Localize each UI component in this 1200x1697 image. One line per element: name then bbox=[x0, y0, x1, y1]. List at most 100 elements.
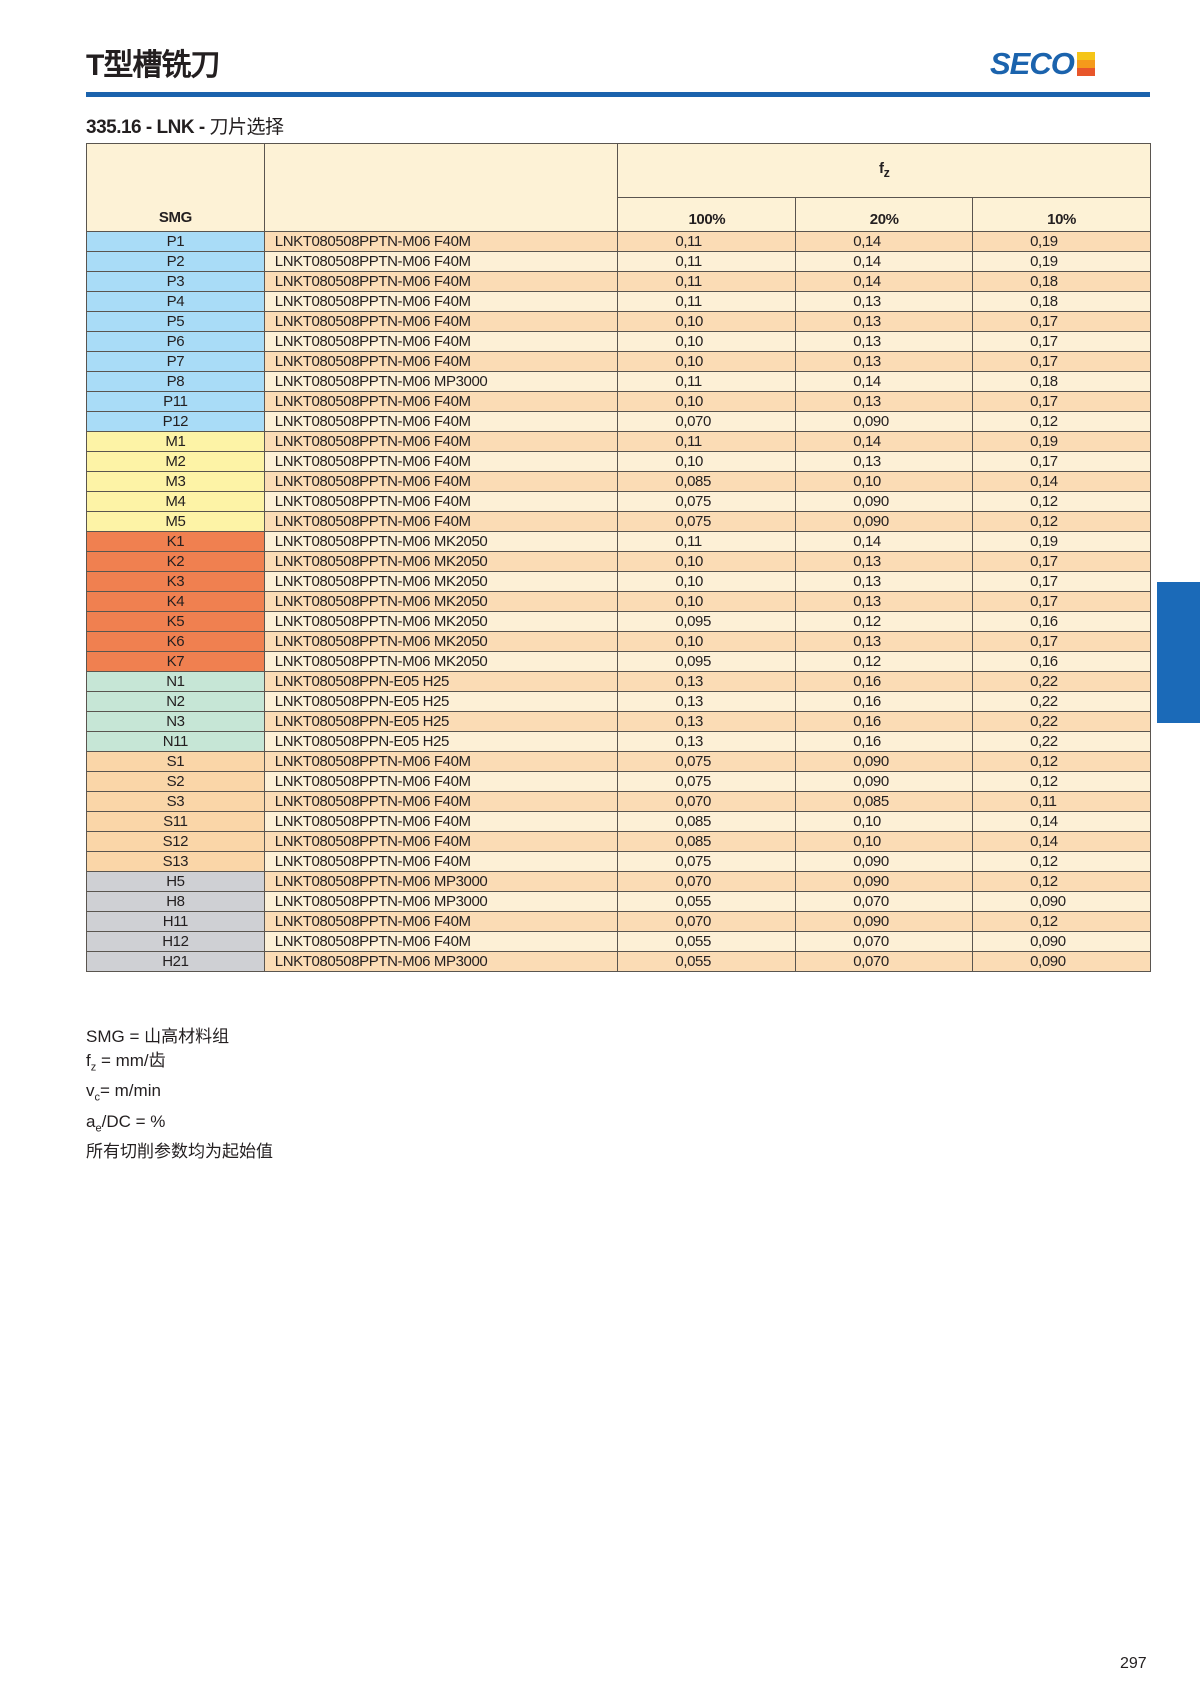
fz-10-cell: 0,22 bbox=[972, 711, 1151, 732]
table-row: N11 LNKT080508PPN-E05 H25 0,13 0,16 0,22 bbox=[86, 731, 1151, 752]
insert-cell: LNKT080508PPTN-M06 MP3000 bbox=[263, 951, 619, 972]
insert-cell: LNKT080508PPTN-M06 F40M bbox=[263, 351, 619, 372]
table-row: K7 LNKT080508PPTN-M06 MK2050 0,095 0,12 0,16 bbox=[86, 651, 1151, 672]
table-row: M4 LNKT080508PPTN-M06 F40M 0,075 0,090 0,12 bbox=[86, 491, 1151, 512]
vc-sub: c bbox=[94, 1091, 101, 1104]
smg-cell: P1 bbox=[86, 231, 265, 252]
fz-20-cell: 0,090 bbox=[795, 911, 974, 932]
fz-10-cell: 0,17 bbox=[972, 451, 1151, 472]
insert-cell: LNKT080508PPTN-M06 F40M bbox=[263, 831, 619, 852]
fz-100-cell: 0,075 bbox=[617, 491, 797, 512]
fz-100-cell: 0,055 bbox=[617, 931, 797, 952]
vc-def: = m/min bbox=[100, 1081, 161, 1101]
fz-20-cell: 0,14 bbox=[795, 251, 974, 272]
fz-100-cell: 0,10 bbox=[617, 631, 797, 652]
smg-cell: S3 bbox=[86, 791, 265, 812]
table-row: H11 LNKT080508PPTN-M06 F40M 0,070 0,090 0,12 bbox=[86, 911, 1151, 932]
insert-cell: LNKT080508PPTN-M06 MP3000 bbox=[263, 891, 619, 912]
fz-100-cell: 0,10 bbox=[617, 571, 797, 592]
insert-cell: LNKT080508PPTN-M06 F40M bbox=[263, 751, 619, 772]
fz-20-cell: 0,090 bbox=[795, 411, 974, 432]
table-row: P5 LNKT080508PPTN-M06 F40M 0,10 0,13 0,17 bbox=[86, 311, 1151, 332]
fz-20-cell: 0,12 bbox=[795, 611, 974, 632]
table-row: M3 LNKT080508PPTN-M06 F40M 0,085 0,10 0,14 bbox=[86, 471, 1151, 492]
fz-20-cell: 0,070 bbox=[795, 931, 974, 952]
table-row: M2 LNKT080508PPTN-M06 F40M 0,10 0,13 0,17 bbox=[86, 451, 1151, 472]
insert-cell: LNKT080508PPTN-M06 F40M bbox=[263, 791, 619, 812]
smg-cell: N3 bbox=[86, 711, 265, 732]
fz-10-cell: 0,22 bbox=[972, 731, 1151, 752]
smg-cell: N1 bbox=[86, 671, 265, 692]
smg-cell: H5 bbox=[86, 871, 265, 892]
fz-10-cell: 0,17 bbox=[972, 331, 1151, 352]
insert-selection-table: SMG fz 100% 20% 10% P1 LNKT080508PPTN-M06… bbox=[86, 143, 1151, 972]
table-row: S1 LNKT080508PPTN-M06 F40M 0,075 0,090 0,12 bbox=[86, 751, 1151, 772]
fz-100-cell: 0,10 bbox=[617, 591, 797, 612]
table-row: K1 LNKT080508PPTN-M06 MK2050 0,11 0,14 0,19 bbox=[86, 531, 1151, 552]
section-code: 335.16 - LNK - bbox=[86, 117, 210, 138]
table-row: H21 LNKT080508PPTN-M06 MP3000 0,055 0,070 0,… bbox=[86, 951, 1151, 972]
fz-sym: f bbox=[86, 1051, 91, 1070]
insert-cell: LNKT080508PPTN-M06 F40M bbox=[263, 411, 619, 432]
fz-10-cell: 0,14 bbox=[972, 811, 1151, 832]
legend-notes: SMG = 山高材料组 fz = mm/齿 vc= m/min ae/DC = … bbox=[86, 1025, 273, 1164]
fz-100-cell: 0,13 bbox=[617, 671, 797, 692]
smg-cell: P3 bbox=[86, 271, 265, 292]
smg-cell: K5 bbox=[86, 611, 265, 632]
fz-100-cell: 0,075 bbox=[617, 851, 797, 872]
insert-cell: LNKT080508PPTN-M06 MK2050 bbox=[263, 591, 619, 612]
insert-cell: LNKT080508PPTN-M06 MP3000 bbox=[263, 871, 619, 892]
table-row: K4 LNKT080508PPTN-M06 MK2050 0,10 0,13 0,17 bbox=[86, 591, 1151, 612]
smg-cell: K6 bbox=[86, 631, 265, 652]
table-row: P12 LNKT080508PPTN-M06 F40M 0,070 0,090 0,12 bbox=[86, 411, 1151, 432]
fz-100-cell: 0,075 bbox=[617, 511, 797, 532]
fz-20-cell: 0,16 bbox=[795, 671, 974, 692]
fz-10-cell: 0,12 bbox=[972, 491, 1151, 512]
fz-20-cell: 0,085 bbox=[795, 791, 974, 812]
fz-20-cell: 0,13 bbox=[795, 391, 974, 412]
smg-cell: P5 bbox=[86, 311, 265, 332]
table-row: S13 LNKT080508PPTN-M06 F40M 0,075 0,090 0,12 bbox=[86, 851, 1151, 872]
smg-cell: H8 bbox=[86, 891, 265, 912]
fz-20-cell: 0,090 bbox=[795, 771, 974, 792]
fz-20-cell: 0,13 bbox=[795, 331, 974, 352]
table-row: P7 LNKT080508PPTN-M06 F40M 0,10 0,13 0,17 bbox=[86, 351, 1151, 372]
fz-10-cell: 0,14 bbox=[972, 831, 1151, 852]
fz-10-cell: 0,12 bbox=[972, 871, 1151, 892]
table-row: S3 LNKT080508PPTN-M06 F40M 0,070 0,085 0,11 bbox=[86, 791, 1151, 812]
insert-cell: LNKT080508PPTN-M06 MK2050 bbox=[263, 611, 619, 632]
fz-10-cell: 0,12 bbox=[972, 511, 1151, 532]
header-100: 100% bbox=[617, 197, 797, 232]
insert-cell: LNKT080508PPTN-M06 F40M bbox=[263, 311, 619, 332]
page-number: 297 bbox=[1120, 1655, 1147, 1672]
fz-20-cell: 0,13 bbox=[795, 571, 974, 592]
insert-cell: LNKT080508PPTN-M06 F40M bbox=[263, 431, 619, 452]
fz-100-cell: 0,055 bbox=[617, 951, 797, 972]
vc-sym: v bbox=[86, 1081, 95, 1101]
ae-sym: a bbox=[86, 1111, 96, 1131]
note-vc: vc= m/min bbox=[86, 1079, 273, 1109]
smg-cell: P11 bbox=[86, 391, 265, 412]
fz-100-cell: 0,085 bbox=[617, 471, 797, 492]
smg-cell: K4 bbox=[86, 591, 265, 612]
section-title: 335.16 - LNK - 刀片选择 bbox=[86, 112, 284, 139]
table-row: S12 LNKT080508PPTN-M06 F40M 0,085 0,10 0,14 bbox=[86, 831, 1151, 852]
header-rule bbox=[86, 92, 1150, 97]
insert-cell: LNKT080508PPTN-M06 F40M bbox=[263, 271, 619, 292]
table-row: H5 LNKT080508PPTN-M06 MP3000 0,070 0,090 0,1… bbox=[86, 871, 1151, 892]
insert-cell: LNKT080508PPTN-M06 F40M bbox=[263, 491, 619, 512]
table-row: M1 LNKT080508PPTN-M06 F40M 0,11 0,14 0,19 bbox=[86, 431, 1151, 452]
fz-100-cell: 0,085 bbox=[617, 811, 797, 832]
fz-20-cell: 0,16 bbox=[795, 731, 974, 752]
fz-10-cell: 0,17 bbox=[972, 631, 1151, 652]
table-row: H12 LNKT080508PPTN-M06 F40M 0,055 0,070 0,09… bbox=[86, 931, 1151, 952]
smg-cell: P6 bbox=[86, 331, 265, 352]
smg-cell: M5 bbox=[86, 511, 265, 532]
table-row: K3 LNKT080508PPTN-M06 MK2050 0,10 0,13 0,17 bbox=[86, 571, 1151, 592]
fz-10-cell: 0,090 bbox=[972, 951, 1151, 972]
fz-20-cell: 0,16 bbox=[795, 711, 974, 732]
fz-100-cell: 0,075 bbox=[617, 771, 797, 792]
fz-20-cell: 0,10 bbox=[795, 471, 974, 492]
fz-10-cell: 0,14 bbox=[972, 471, 1151, 492]
insert-cell: LNKT080508PPTN-M06 F40M bbox=[263, 911, 619, 932]
